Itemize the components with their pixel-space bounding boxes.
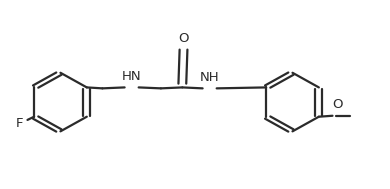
Text: NH: NH	[200, 70, 220, 84]
Text: O: O	[332, 98, 342, 111]
Text: F: F	[16, 117, 23, 130]
Text: HN: HN	[122, 70, 142, 83]
Text: O: O	[178, 32, 189, 45]
